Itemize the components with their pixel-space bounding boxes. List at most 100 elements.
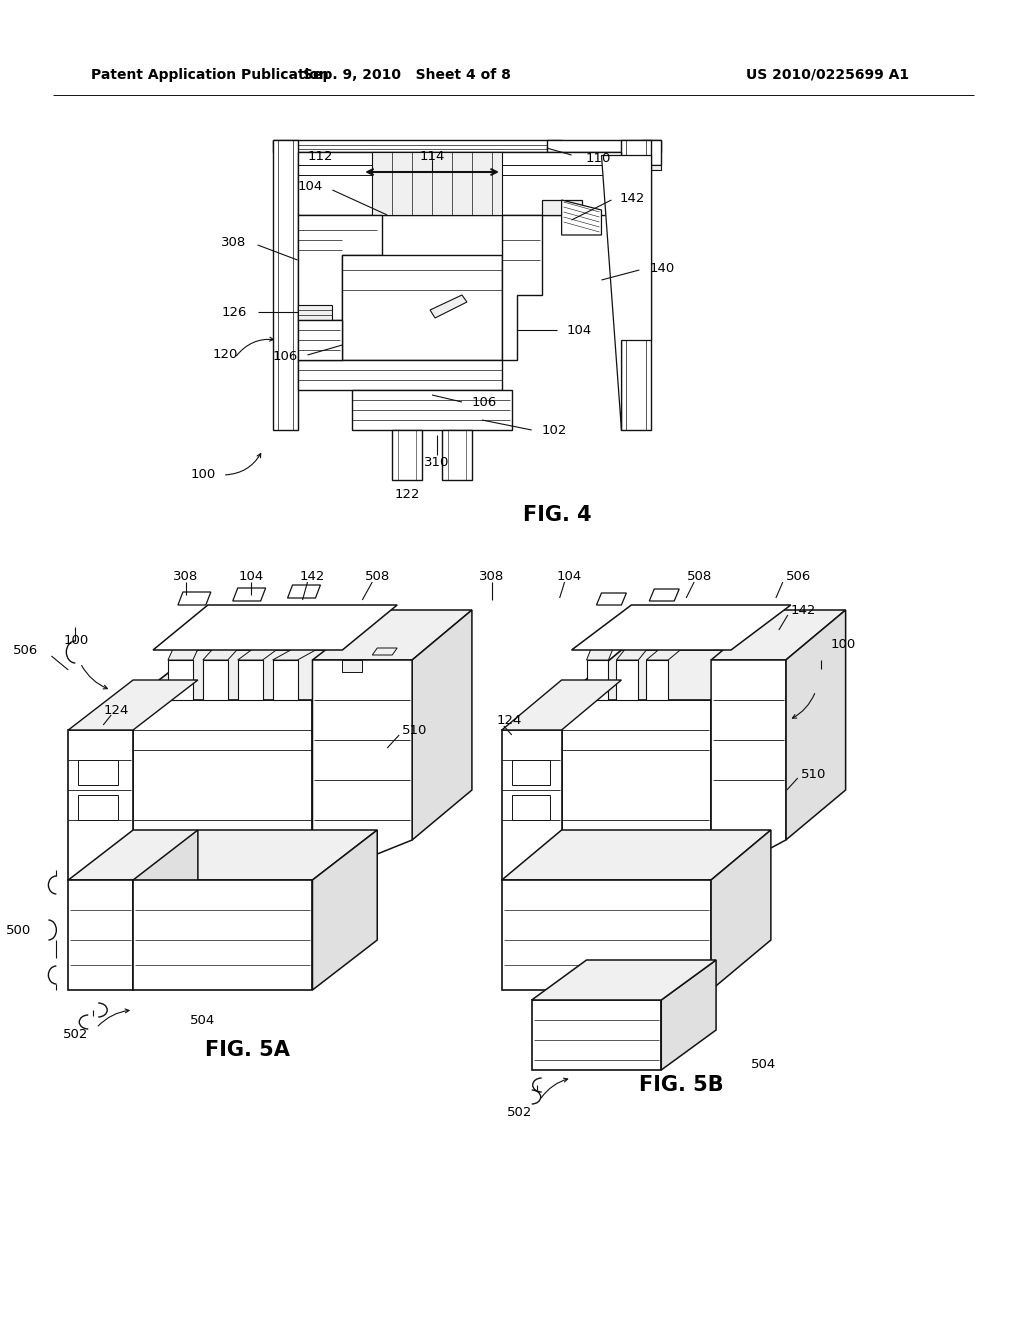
- Circle shape: [607, 598, 613, 605]
- Circle shape: [387, 285, 457, 355]
- Polygon shape: [561, 700, 711, 880]
- Text: 142: 142: [620, 191, 645, 205]
- Text: 506: 506: [785, 570, 811, 583]
- Polygon shape: [203, 638, 248, 660]
- Polygon shape: [502, 880, 711, 990]
- Polygon shape: [272, 638, 337, 660]
- Polygon shape: [430, 294, 467, 318]
- Polygon shape: [571, 605, 791, 649]
- Circle shape: [383, 731, 391, 739]
- Polygon shape: [153, 605, 397, 649]
- Polygon shape: [785, 610, 846, 840]
- Polygon shape: [69, 730, 133, 880]
- Text: 120: 120: [213, 348, 239, 362]
- Circle shape: [660, 594, 667, 601]
- Polygon shape: [641, 165, 662, 170]
- Circle shape: [246, 593, 252, 599]
- Text: 124: 124: [103, 704, 129, 717]
- Polygon shape: [312, 649, 377, 880]
- Text: 510: 510: [801, 768, 826, 781]
- Text: FIG. 5B: FIG. 5B: [639, 1074, 724, 1096]
- Text: 110: 110: [586, 152, 611, 165]
- Polygon shape: [622, 140, 651, 430]
- Text: 112: 112: [307, 150, 333, 164]
- Polygon shape: [288, 585, 321, 598]
- Text: 100: 100: [830, 639, 856, 652]
- Circle shape: [300, 590, 306, 597]
- Polygon shape: [587, 640, 616, 660]
- Text: 140: 140: [649, 261, 675, 275]
- Text: 504: 504: [751, 1059, 776, 1072]
- Text: 124: 124: [497, 714, 522, 726]
- Polygon shape: [342, 660, 362, 672]
- Polygon shape: [298, 319, 342, 360]
- Circle shape: [190, 597, 197, 603]
- Polygon shape: [561, 201, 601, 235]
- Text: 106: 106: [472, 396, 498, 408]
- Polygon shape: [168, 660, 193, 700]
- Polygon shape: [542, 201, 582, 215]
- Text: 508: 508: [365, 570, 390, 583]
- Polygon shape: [232, 587, 265, 601]
- Polygon shape: [502, 830, 771, 880]
- Polygon shape: [711, 610, 846, 660]
- Polygon shape: [412, 610, 472, 840]
- Polygon shape: [272, 140, 298, 430]
- Polygon shape: [133, 649, 377, 700]
- Text: 308: 308: [479, 570, 505, 583]
- Polygon shape: [133, 830, 198, 990]
- Polygon shape: [298, 215, 382, 319]
- Polygon shape: [561, 649, 771, 700]
- Polygon shape: [69, 680, 198, 730]
- Polygon shape: [547, 140, 662, 152]
- Polygon shape: [649, 589, 679, 601]
- Text: 502: 502: [62, 1028, 88, 1041]
- Text: 142: 142: [300, 570, 326, 583]
- Polygon shape: [312, 610, 472, 660]
- Text: 508: 508: [686, 570, 712, 583]
- Polygon shape: [531, 960, 716, 1001]
- Text: 104: 104: [297, 181, 323, 194]
- Polygon shape: [512, 795, 550, 820]
- Polygon shape: [616, 660, 638, 700]
- Text: 310: 310: [424, 455, 450, 469]
- Polygon shape: [601, 154, 651, 430]
- Text: FIG. 4: FIG. 4: [523, 506, 592, 525]
- Polygon shape: [298, 360, 502, 389]
- Polygon shape: [587, 660, 608, 700]
- Polygon shape: [133, 880, 312, 990]
- Polygon shape: [646, 660, 669, 700]
- Text: 106: 106: [272, 351, 298, 363]
- Polygon shape: [597, 593, 627, 605]
- Polygon shape: [69, 830, 377, 880]
- Text: 504: 504: [190, 1014, 215, 1027]
- Text: US 2010/0225699 A1: US 2010/0225699 A1: [745, 69, 909, 82]
- Polygon shape: [342, 255, 502, 360]
- Text: 104: 104: [566, 323, 592, 337]
- Polygon shape: [373, 152, 502, 215]
- Polygon shape: [238, 660, 262, 700]
- Polygon shape: [272, 660, 298, 700]
- Polygon shape: [662, 960, 716, 1071]
- Polygon shape: [312, 830, 377, 990]
- Polygon shape: [298, 305, 333, 319]
- Text: 502: 502: [507, 1106, 532, 1118]
- Polygon shape: [78, 760, 118, 785]
- Polygon shape: [168, 638, 203, 660]
- Text: 100: 100: [63, 635, 89, 648]
- Text: Patent Application Publication: Patent Application Publication: [91, 69, 329, 82]
- Polygon shape: [312, 660, 412, 880]
- Polygon shape: [711, 830, 771, 990]
- Polygon shape: [711, 660, 785, 880]
- Text: 114: 114: [420, 149, 444, 162]
- Polygon shape: [531, 1001, 662, 1071]
- Polygon shape: [69, 880, 133, 990]
- Circle shape: [402, 300, 442, 341]
- Text: 104: 104: [238, 570, 263, 583]
- Polygon shape: [502, 730, 561, 880]
- Polygon shape: [178, 591, 211, 605]
- Circle shape: [88, 970, 98, 979]
- Polygon shape: [78, 795, 118, 820]
- Circle shape: [524, 843, 532, 851]
- Text: 500: 500: [6, 924, 32, 936]
